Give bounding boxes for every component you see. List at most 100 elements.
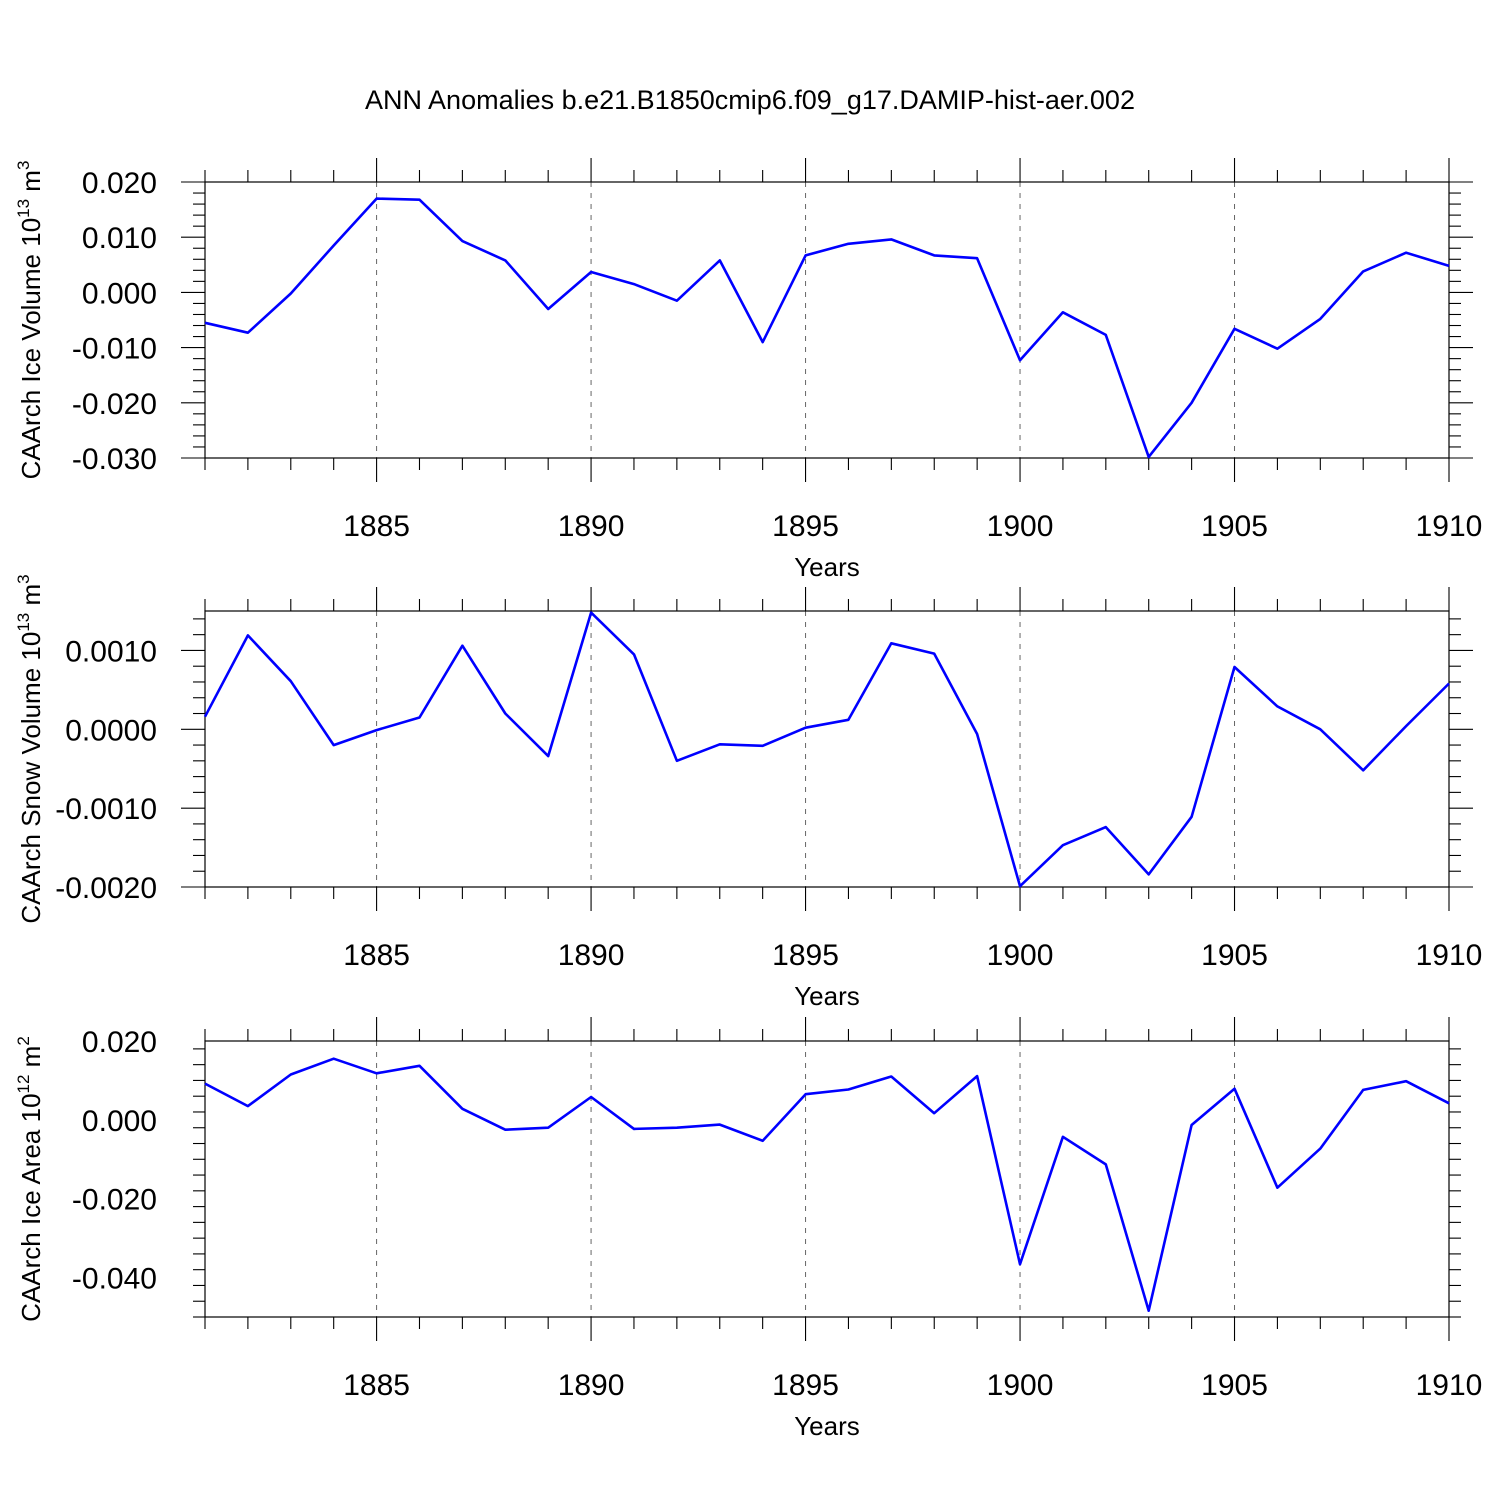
y-axis-label-exponent: 12 <box>14 1075 33 1094</box>
x-tick-label: 1885 <box>343 510 410 543</box>
data-point <box>375 728 379 732</box>
data-point <box>246 633 250 637</box>
data-point <box>804 253 808 257</box>
x-tick-label: 1900 <box>987 939 1054 972</box>
data-point <box>1233 1087 1237 1091</box>
data-point <box>761 1139 765 1143</box>
y-axis-label-exponent: 13 <box>14 199 33 218</box>
data-point <box>460 644 464 648</box>
plot-frame <box>204 1040 1450 1318</box>
y-axis-label-exponent: 13 <box>14 613 33 632</box>
data-point <box>1275 1186 1279 1190</box>
data-point <box>1404 1079 1408 1083</box>
data-point <box>203 715 207 719</box>
x-tick-label: 1890 <box>558 1369 625 1402</box>
y-tick-label: 0.000 <box>82 277 157 310</box>
data-point <box>1361 269 1365 273</box>
data-point <box>1447 682 1451 686</box>
data-point <box>932 652 936 656</box>
data-point <box>289 1073 293 1077</box>
data-point <box>889 1074 893 1078</box>
y-axis-label-unit: m <box>16 1046 46 1075</box>
data-point <box>1018 358 1022 362</box>
data-point <box>503 1128 507 1132</box>
data-point <box>1361 768 1365 772</box>
y-axis-label: CAArch Ice Area 1012 m2 <box>14 1036 46 1322</box>
data-point <box>1318 317 1322 321</box>
data-point <box>932 1111 936 1115</box>
y-tick-label: -0.030 <box>72 443 157 476</box>
data-point <box>589 270 593 274</box>
data-point <box>975 256 979 260</box>
series-line <box>204 1057 1450 1312</box>
data-point <box>1318 727 1322 731</box>
data-point <box>1233 665 1237 669</box>
data-point <box>203 1082 207 1086</box>
x-tick-label: 1885 <box>343 939 410 972</box>
data-point <box>675 759 679 763</box>
y-tick-label: 0.000 <box>82 1105 157 1138</box>
data-point <box>761 340 765 344</box>
data-point <box>1104 825 1108 829</box>
data-point <box>632 652 636 656</box>
data-point <box>718 742 722 746</box>
data-point <box>589 611 593 615</box>
y-axis-label-base: CAArch Snow Volume 10 <box>16 632 46 924</box>
data-point <box>1190 1123 1194 1127</box>
data-point <box>1233 327 1237 331</box>
data-point <box>1447 1101 1451 1105</box>
data-point <box>675 299 679 303</box>
data-point <box>975 732 979 736</box>
x-tick-label: 1900 <box>987 1369 1054 1402</box>
data-point <box>1018 1262 1022 1266</box>
x-tick-label: 1895 <box>772 939 839 972</box>
data-point <box>804 1092 808 1096</box>
data-point <box>1147 1309 1151 1313</box>
y-tick-label: 0.020 <box>82 167 157 200</box>
x-tick-label: 1910 <box>1416 510 1483 543</box>
data-point <box>1061 843 1065 847</box>
y-tick-label: -0.0010 <box>55 793 157 826</box>
data-point <box>546 1126 550 1130</box>
data-point <box>375 1071 379 1075</box>
y-tick-label: 0.010 <box>82 222 157 255</box>
data-point <box>718 258 722 262</box>
panel-1: 1885 1890 1895 1900 1905 1910 0.020 0.010 0.000 -… <box>14 158 1482 582</box>
series-line <box>203 611 1450 888</box>
data-point <box>375 197 379 201</box>
panel-3: 1885 1890 1895 1900 1905 1910 0.020 0.000 -0.020… <box>14 1017 1482 1441</box>
data-point <box>889 237 893 241</box>
data-point <box>1275 704 1279 708</box>
data-point <box>675 1126 679 1130</box>
data-point <box>246 331 250 335</box>
data-point <box>975 1074 979 1078</box>
x-tick-label: 1895 <box>772 510 839 543</box>
data-point <box>203 321 207 325</box>
data-point <box>761 744 765 748</box>
y-axis-label-unit: m <box>16 584 46 613</box>
x-tick-label: 1910 <box>1416 939 1483 972</box>
data-point <box>1147 872 1151 876</box>
data-point <box>1275 347 1279 351</box>
data-point <box>846 242 850 246</box>
data-point <box>1147 455 1151 459</box>
y-axis-label-base: CAArch Ice Volume 10 <box>16 218 46 480</box>
y-axis-label-unit-exponent: 2 <box>14 1036 33 1045</box>
y-tick-label: -0.0020 <box>55 872 157 905</box>
data-point <box>1361 1088 1365 1092</box>
data-point <box>332 1057 336 1061</box>
data-point <box>804 726 808 730</box>
x-tick-label: 1905 <box>1201 510 1268 543</box>
x-axis-label: Years <box>794 981 860 1011</box>
x-tick-label: 1905 <box>1201 939 1268 972</box>
y-tick-label: -0.020 <box>72 1184 157 1217</box>
data-point <box>1447 264 1451 268</box>
x-tick-label: 1905 <box>1201 1369 1268 1402</box>
data-point <box>1404 724 1408 728</box>
data-point <box>417 715 421 719</box>
data-point <box>332 243 336 247</box>
x-tick-label: 1890 <box>558 939 625 972</box>
x-tick-label: 1890 <box>558 510 625 543</box>
x-tick-label: 1885 <box>343 1369 410 1402</box>
